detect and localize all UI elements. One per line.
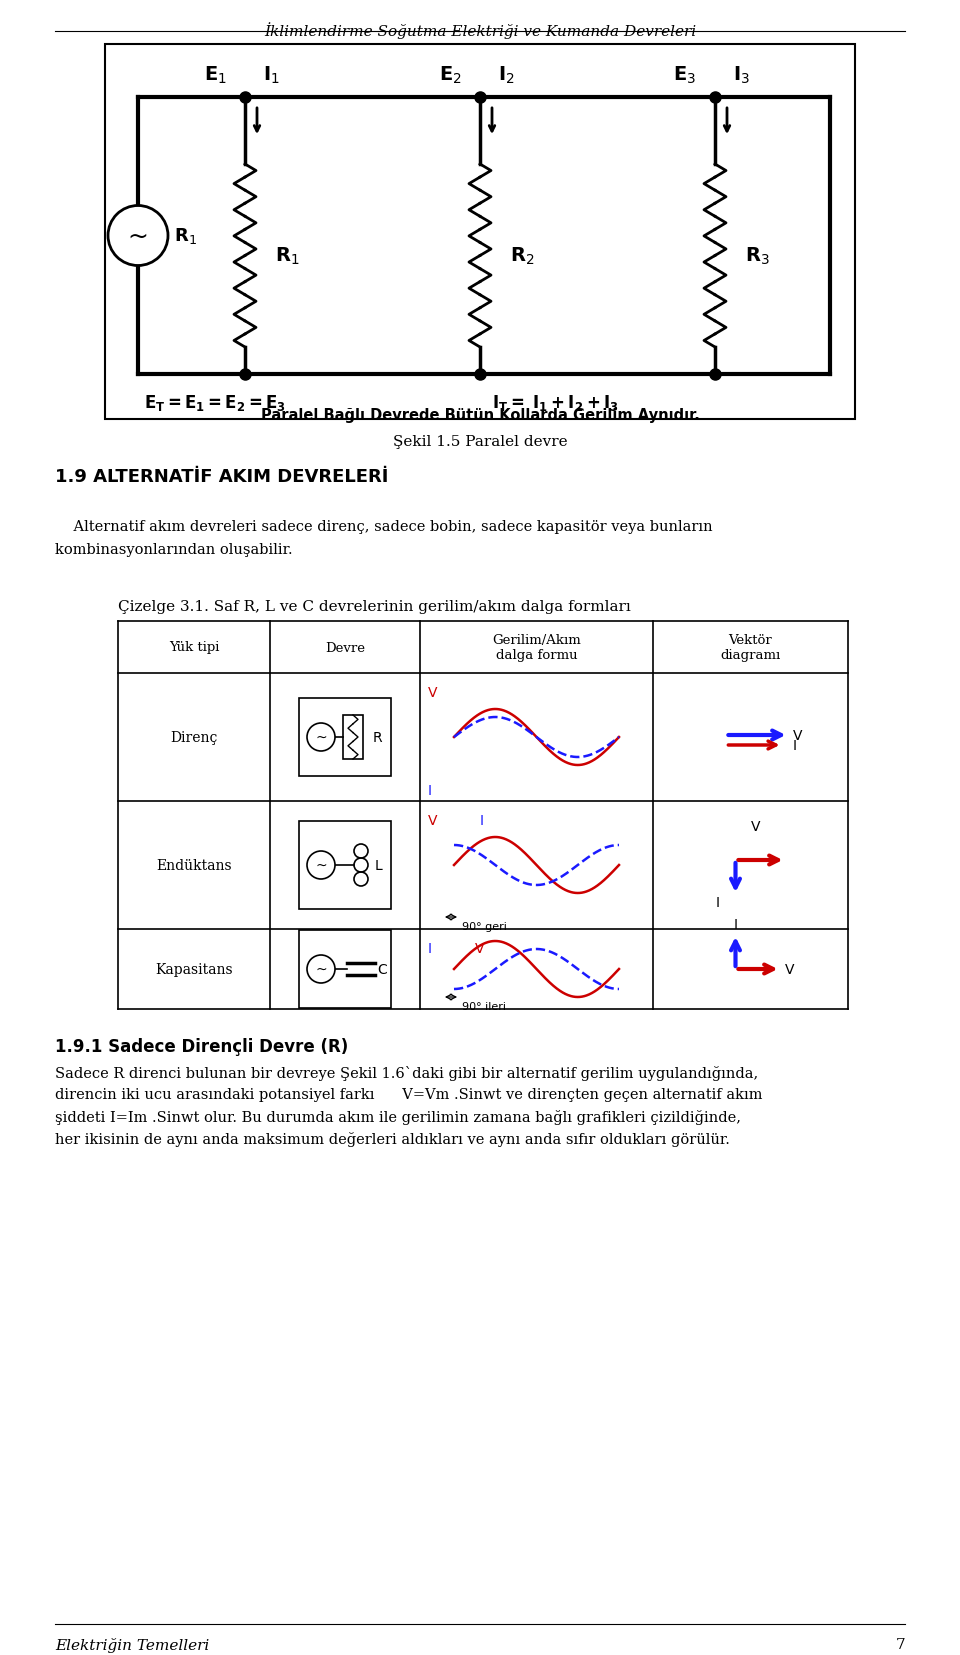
Text: V: V [793, 728, 802, 743]
Text: $\mathbf{I_T=\ I_1+I_2+I_3}$: $\mathbf{I_T=\ I_1+I_2+I_3}$ [492, 392, 618, 412]
Text: İklimlendirme Soğutma Elektriği ve Kumanda Devreleri: İklimlendirme Soğutma Elektriği ve Kuman… [264, 22, 696, 38]
Text: R: R [373, 730, 383, 745]
Text: I: I [793, 738, 797, 753]
Text: V: V [784, 963, 794, 976]
Text: 90° geri: 90° geri [462, 922, 507, 932]
Text: ~: ~ [315, 859, 326, 872]
Bar [343, 715, 363, 760]
Text: Endüktans: Endüktans [156, 859, 231, 872]
Text: ~: ~ [128, 225, 149, 248]
Text: Sadece R direnci bulunan bir devreye Şekil 1.6`daki gibi bir alternatif gerilim : Sadece R direnci bulunan bir devreye Şek… [55, 1066, 758, 1081]
Text: Alternatif akım devreleri sadece direnç, sadece bobin, sadece kapasitör veya bun: Alternatif akım devreleri sadece direnç,… [55, 520, 712, 533]
Text: I: I [480, 814, 484, 828]
Text: 90° ileri: 90° ileri [462, 1001, 506, 1011]
Circle shape [307, 955, 335, 983]
Text: her ikisinin de aynı anda maksimum değerleri aldıkları ve aynı anda sıfır oldukl: her ikisinin de aynı anda maksimum değer… [55, 1132, 730, 1147]
Text: $\mathbf{E}_1$: $\mathbf{E}_1$ [204, 65, 227, 86]
Bar [299, 821, 391, 910]
Bar [299, 698, 391, 776]
Text: I: I [428, 783, 432, 798]
Text: V: V [751, 819, 760, 834]
Text: Yük tipi: Yük tipi [169, 640, 219, 654]
Text: Devre: Devre [325, 640, 365, 654]
Text: Vektör
diagramı: Vektör diagramı [720, 634, 780, 662]
Bar [299, 930, 391, 1008]
Text: şiddeti I=Im .Sinwt olur. Bu durumda akım ile gerilimin zamana bağlı grafikleri : şiddeti I=Im .Sinwt olur. Bu durumda akı… [55, 1109, 741, 1124]
Text: $\mathbf{R}_3$: $\mathbf{R}_3$ [745, 245, 770, 266]
Text: V: V [428, 814, 438, 828]
Text: $\mathbf{R}_2$: $\mathbf{R}_2$ [510, 245, 535, 266]
Text: $\mathbf{E_T=E_1=E_2=E_3}$: $\mathbf{E_T=E_1=E_2=E_3}$ [144, 392, 286, 412]
Text: ~: ~ [315, 730, 326, 745]
Text: $\mathbf{I}_3$: $\mathbf{I}_3$ [732, 65, 750, 86]
Text: Paralel Bağlı Devrede Bütün Kollarda Gerilim Aynıdır.: Paralel Bağlı Devrede Bütün Kollarda Ger… [260, 407, 700, 422]
Text: Elektriğin Temelleri: Elektriğin Temelleri [55, 1637, 209, 1652]
Text: ~: ~ [315, 963, 326, 976]
Text: V: V [475, 942, 485, 955]
Text: $\mathbf{I}_2$: $\mathbf{I}_2$ [497, 65, 515, 86]
Text: $\mathbf{E}_3$: $\mathbf{E}_3$ [674, 65, 697, 86]
Circle shape [307, 851, 335, 879]
Text: V: V [428, 685, 438, 700]
Text: $\mathbf{R}_1$: $\mathbf{R}_1$ [174, 227, 197, 247]
Text: 7: 7 [896, 1637, 905, 1652]
Text: I: I [715, 895, 719, 910]
Text: $\mathbf{I}_1$: $\mathbf{I}_1$ [263, 65, 279, 86]
Text: Çizelge 3.1. Saf R, L ve C devrelerinin gerilim/akım dalga formları: Çizelge 3.1. Saf R, L ve C devrelerinin … [118, 599, 631, 614]
Text: I: I [733, 917, 737, 932]
Text: Şekil 1.5 Paralel devre: Şekil 1.5 Paralel devre [393, 435, 567, 449]
Text: $\mathbf{R}_1$: $\mathbf{R}_1$ [275, 245, 300, 266]
Text: L: L [375, 859, 383, 872]
Text: direncin iki ucu arasındaki potansiyel farkı      V=Vm .Sinwt ve dirençten geçen: direncin iki ucu arasındaki potansiyel f… [55, 1087, 762, 1101]
Circle shape [108, 207, 168, 266]
Circle shape [307, 723, 335, 751]
Text: Direnç: Direnç [170, 730, 218, 745]
Text: $\mathbf{E}_2$: $\mathbf{E}_2$ [439, 65, 462, 86]
Text: 1.9 ALTERNATİF AKIM DEVRELERİ: 1.9 ALTERNATİF AKIM DEVRELERİ [55, 468, 389, 485]
Bar [105, 45, 855, 420]
Text: Gerilim/Akım
dalga formu: Gerilim/Akım dalga formu [492, 634, 581, 662]
Text: Kapasitans: Kapasitans [156, 963, 233, 976]
Text: kombinasyonlarından oluşabilir.: kombinasyonlarından oluşabilir. [55, 543, 293, 556]
Text: C: C [377, 963, 387, 976]
Text: 1.9.1 Sadece Dirençli Devre (R): 1.9.1 Sadece Dirençli Devre (R) [55, 1038, 348, 1056]
Text: I: I [428, 942, 432, 955]
